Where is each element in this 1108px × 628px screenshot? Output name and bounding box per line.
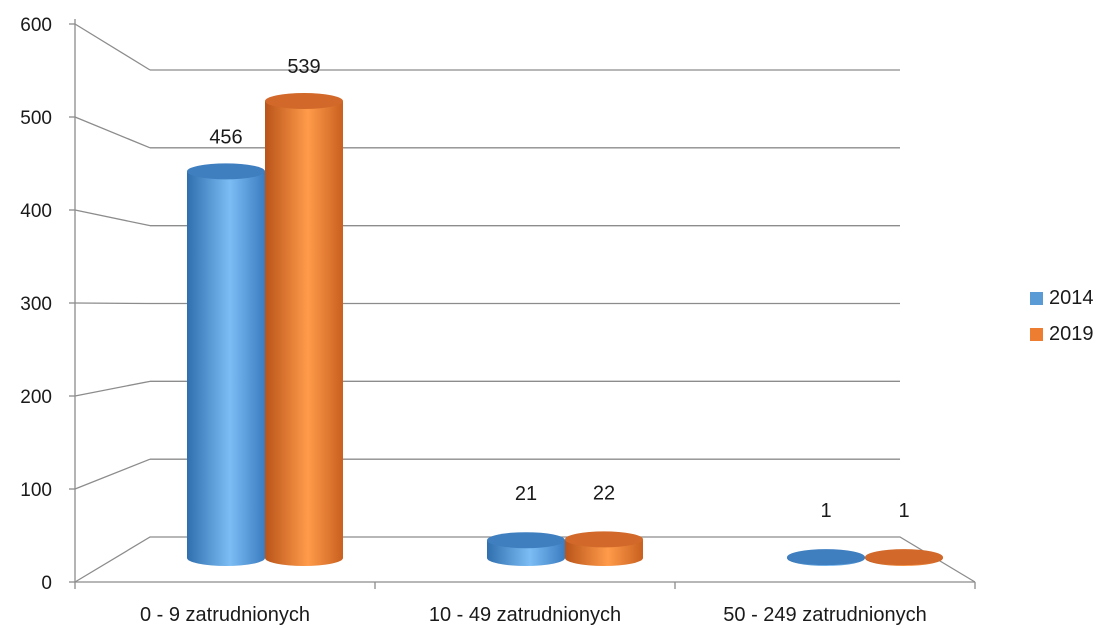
x-category-label: 50 - 249 zatrudnionych (723, 604, 926, 626)
legend-swatch-2014 (1030, 291, 1043, 305)
x-category-label: 10 - 49 zatrudnionych (429, 604, 621, 626)
bar-2019-0 (265, 93, 343, 566)
legend-item-2014: 2014 (1030, 285, 1094, 311)
bar-body (265, 101, 343, 566)
data-label: 21 (515, 483, 537, 505)
bar-body (187, 171, 265, 566)
y-tick-label: 100 (20, 480, 52, 501)
gridline-diagonal (74, 209, 151, 227)
bars (187, 93, 943, 566)
legend-swatch-2019 (1030, 327, 1043, 341)
bar-top (487, 532, 565, 549)
y-tick-label: 0 (41, 573, 52, 594)
bar-top (187, 163, 265, 180)
gridline-diagonal (74, 116, 151, 149)
y-tick-label: 500 (20, 108, 52, 129)
gridline-diagonal (74, 302, 151, 305)
bar-2019-1 (565, 531, 643, 566)
data-label: 1 (898, 500, 909, 522)
gridline-diagonal (74, 380, 151, 397)
legend-item-2019: 2019 (1030, 321, 1094, 347)
legend: 2014 2019 (1030, 285, 1094, 357)
bar-2014-0 (187, 163, 265, 566)
bar-2014-1 (487, 532, 565, 566)
bar-2019-2 (865, 549, 943, 566)
data-label: 539 (287, 56, 320, 78)
data-label: 456 (209, 126, 242, 148)
legend-label-2019: 2019 (1049, 322, 1094, 345)
y-tick-label: 300 (20, 294, 52, 315)
bar-2014-2 (787, 549, 865, 566)
y-tick-label: 400 (20, 201, 52, 222)
y-tick-label: 200 (20, 387, 52, 408)
y-tick-label: 600 (20, 15, 52, 36)
gridline-diagonal (74, 458, 151, 490)
data-label: 22 (593, 482, 615, 504)
bar-top (265, 93, 343, 109)
x-category-label: 0 - 9 zatrudnionych (140, 604, 310, 626)
bar-top (787, 549, 865, 566)
bar-top (865, 549, 943, 566)
labels: 0 100 200 300 400 500 600 0 - 9 zatrudnionych 10… (20, 15, 926, 626)
gridline-diagonal (74, 23, 151, 71)
legend-label-2014: 2014 (1049, 286, 1094, 309)
data-label: 1 (820, 500, 831, 522)
bar-top (565, 531, 643, 548)
